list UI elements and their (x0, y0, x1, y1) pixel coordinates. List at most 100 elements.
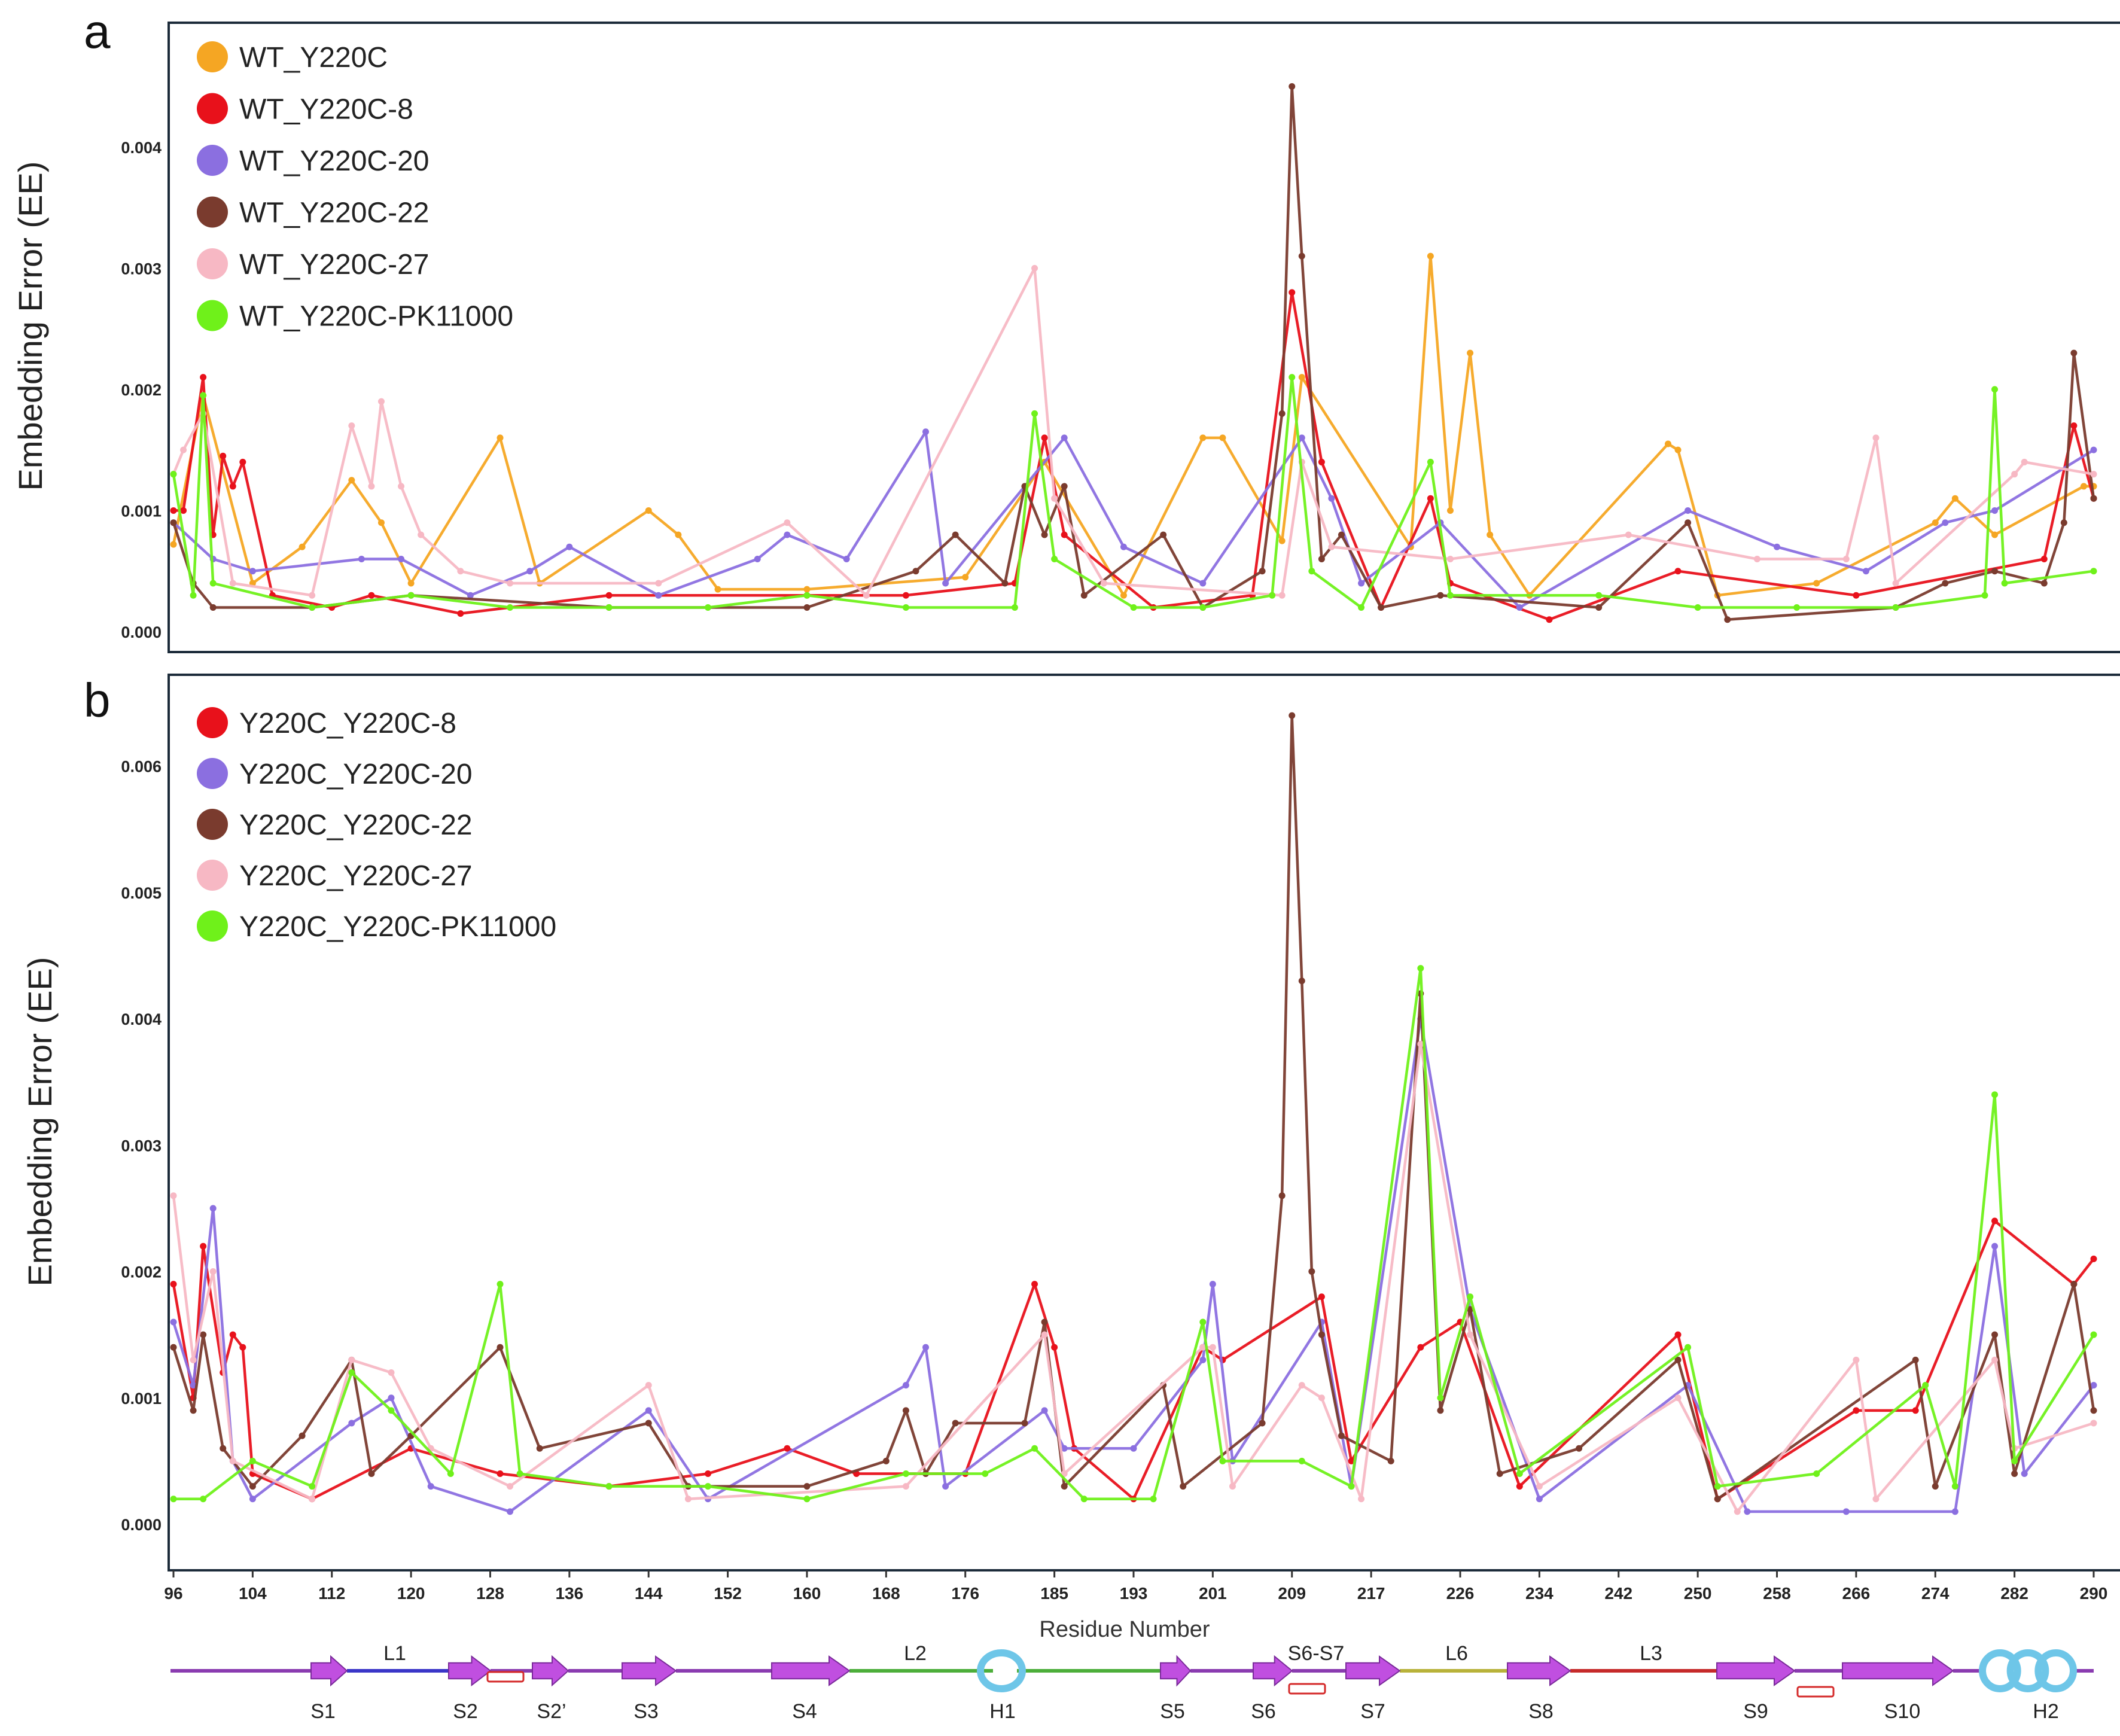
legend-marker (197, 41, 228, 72)
data-point (309, 1496, 316, 1503)
x-tick-label: 201 (1199, 1584, 1227, 1603)
data-point (1031, 1445, 1038, 1452)
y-tick-label: 0.004 (121, 139, 162, 157)
data-point (1932, 519, 1939, 526)
data-point (368, 1470, 375, 1478)
data-point (1041, 1331, 1048, 1338)
data-point (1199, 604, 1207, 611)
data-point (1011, 604, 1018, 611)
ss-label-below: S4 (792, 1700, 817, 1723)
data-point (1318, 555, 1325, 562)
data-point (447, 1470, 454, 1478)
data-point (1001, 580, 1009, 587)
data-point (200, 1331, 207, 1338)
data-point (190, 592, 197, 599)
data-point (200, 1496, 207, 1503)
data-point (1437, 1394, 1444, 1402)
data-point (1061, 434, 1068, 441)
data-point (1031, 264, 1038, 272)
data-point (1318, 1394, 1325, 1402)
legend-label: WT_Y220C-27 (239, 249, 429, 281)
data-point (2021, 1470, 2028, 1478)
data-point (1051, 1344, 1058, 1351)
data-point (358, 555, 365, 562)
data-point (645, 1382, 652, 1389)
data-point (1041, 434, 1048, 441)
data-point (1991, 531, 1999, 538)
data-point (655, 580, 662, 587)
data-point (952, 1420, 959, 1427)
data-point (2021, 458, 2028, 465)
legend-label: Y220C_Y220C-22 (239, 809, 473, 841)
data-point (1061, 483, 1068, 490)
x-tick-label: 258 (1763, 1584, 1791, 1603)
data-point (1951, 1508, 1958, 1515)
data-point (1427, 458, 1434, 465)
legend-label: WT_Y220C (239, 42, 388, 74)
data-point (497, 434, 504, 441)
x-tick-label: 144 (635, 1584, 663, 1603)
data-point (1318, 458, 1325, 465)
data-point (1872, 1496, 1880, 1503)
strand-arrow (622, 1655, 677, 1686)
data-point (1130, 604, 1137, 611)
data-point (1051, 555, 1058, 562)
data-point (1576, 1445, 1583, 1452)
data-point (1922, 1382, 1929, 1389)
data-point (309, 592, 316, 599)
data-point (566, 543, 573, 550)
data-point (467, 592, 474, 599)
data-point (249, 1496, 256, 1503)
data-point (1981, 592, 1988, 599)
helix-coil (2034, 1649, 2078, 1692)
strand-arrow (771, 1655, 851, 1686)
data-point (190, 1407, 197, 1414)
data-point (1446, 555, 1454, 562)
data-point (190, 1356, 197, 1363)
data-point (1734, 1508, 1741, 1515)
ss-label-below: S3 (633, 1700, 659, 1723)
data-point (645, 1420, 652, 1427)
data-point (220, 452, 227, 459)
data-point (497, 1470, 504, 1478)
data-point (1199, 1344, 1207, 1351)
data-point (754, 555, 761, 562)
data-point (1912, 1407, 1919, 1414)
legend-label: Y220C_Y220C-8 (239, 708, 456, 739)
data-point (170, 1281, 177, 1288)
series-WT_Y220C (170, 252, 2097, 599)
data-point (1298, 977, 1305, 985)
data-point (1100, 580, 1107, 587)
ss-label-below: S10 (1884, 1700, 1921, 1723)
data-point (1219, 434, 1226, 441)
data-point (398, 483, 405, 490)
y-tick-label: 0.000 (121, 1516, 162, 1534)
data-point (368, 483, 375, 490)
y-tick-label: 0.001 (121, 502, 162, 520)
x-tick-label: 209 (1278, 1584, 1306, 1603)
x-axis-label: Residue Number (1039, 1617, 1210, 1642)
ss-label-above: L6 (1445, 1642, 1468, 1665)
data-point (1496, 1470, 1503, 1478)
data-point (1842, 555, 1850, 562)
x-tick-label: 217 (1357, 1584, 1385, 1603)
data-point (2090, 471, 2097, 478)
data-point (1942, 580, 1949, 587)
panel-a: a Embedding Error (EE) 0.000 0.001 0.002 0.00… (11, 5, 2120, 653)
ss-label-below: S9 (1743, 1700, 1768, 1723)
data-point (1674, 568, 1682, 575)
x-tick-label: 282 (2000, 1584, 2028, 1603)
data-point (1991, 1091, 1999, 1098)
data-point (1041, 1318, 1048, 1326)
ss-label-below: S6 (1251, 1700, 1276, 1723)
x-tick-label: 136 (555, 1584, 583, 1603)
data-point (1209, 1281, 1216, 1288)
data-point (912, 568, 919, 575)
y-tick-label: 0.001 (121, 1390, 162, 1408)
series-line (172, 1219, 2095, 1501)
data-point (1685, 507, 1692, 514)
data-point (516, 1470, 523, 1478)
data-point (2001, 580, 2008, 587)
sheet-pair-marker (1288, 1683, 1326, 1695)
data-point (1991, 507, 1999, 514)
